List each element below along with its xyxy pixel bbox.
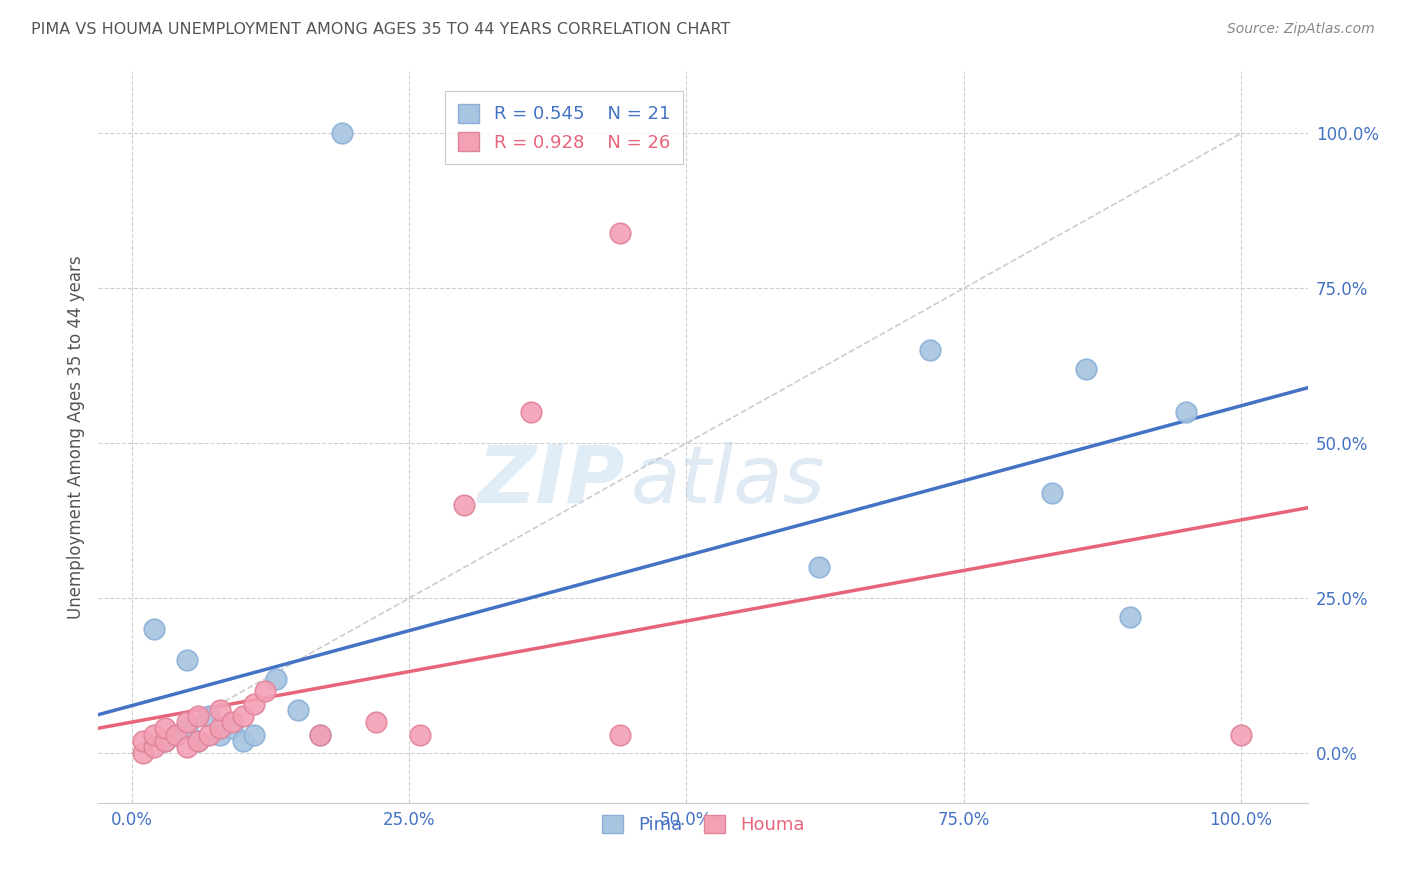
Point (209, 728, 232, 742)
Point (242, 697, 264, 711)
Point (520, 405, 543, 419)
Point (609, 226, 631, 240)
Point (364, 715, 387, 730)
Point (808, 560, 831, 574)
Point (187, 734, 209, 748)
Point (176, 715, 198, 730)
Point (209, 722, 232, 736)
Text: atlas: atlas (630, 442, 825, 520)
Point (132, 734, 155, 748)
Point (209, 703, 232, 717)
Point (153, 734, 176, 748)
Point (453, 498, 475, 512)
Point (242, 728, 264, 742)
Point (221, 715, 243, 730)
Point (1230, 728, 1253, 742)
Text: ZIP: ZIP (477, 442, 624, 520)
Point (1119, 610, 1142, 624)
Point (332, 126, 354, 140)
Point (309, 728, 332, 742)
Point (253, 684, 276, 698)
Point (187, 734, 209, 748)
Point (176, 653, 198, 667)
Point (1074, 362, 1097, 376)
Point (232, 709, 254, 723)
Point (187, 709, 209, 723)
Point (142, 739, 165, 754)
Legend: Pima, Houma: Pima, Houma (591, 804, 815, 845)
Point (142, 728, 165, 742)
Point (232, 734, 254, 748)
Point (609, 728, 631, 742)
Point (142, 622, 165, 636)
Point (165, 728, 187, 742)
Point (153, 722, 176, 736)
Point (309, 728, 332, 742)
Point (409, 728, 432, 742)
Point (264, 672, 287, 686)
Point (198, 728, 221, 742)
Point (221, 722, 243, 736)
Text: PIMA VS HOUMA UNEMPLOYMENT AMONG AGES 35 TO 44 YEARS CORRELATION CHART: PIMA VS HOUMA UNEMPLOYMENT AMONG AGES 35… (31, 22, 730, 37)
Y-axis label: Unemployment Among Ages 35 to 44 years: Unemployment Among Ages 35 to 44 years (66, 255, 84, 619)
Point (176, 722, 198, 736)
Point (1042, 486, 1064, 500)
Point (165, 728, 187, 742)
Point (132, 746, 155, 760)
Point (287, 703, 309, 717)
Point (1174, 405, 1197, 419)
Point (920, 343, 942, 358)
Text: Source: ZipAtlas.com: Source: ZipAtlas.com (1227, 22, 1375, 37)
Point (153, 734, 176, 748)
Point (198, 709, 221, 723)
Point (176, 739, 198, 754)
